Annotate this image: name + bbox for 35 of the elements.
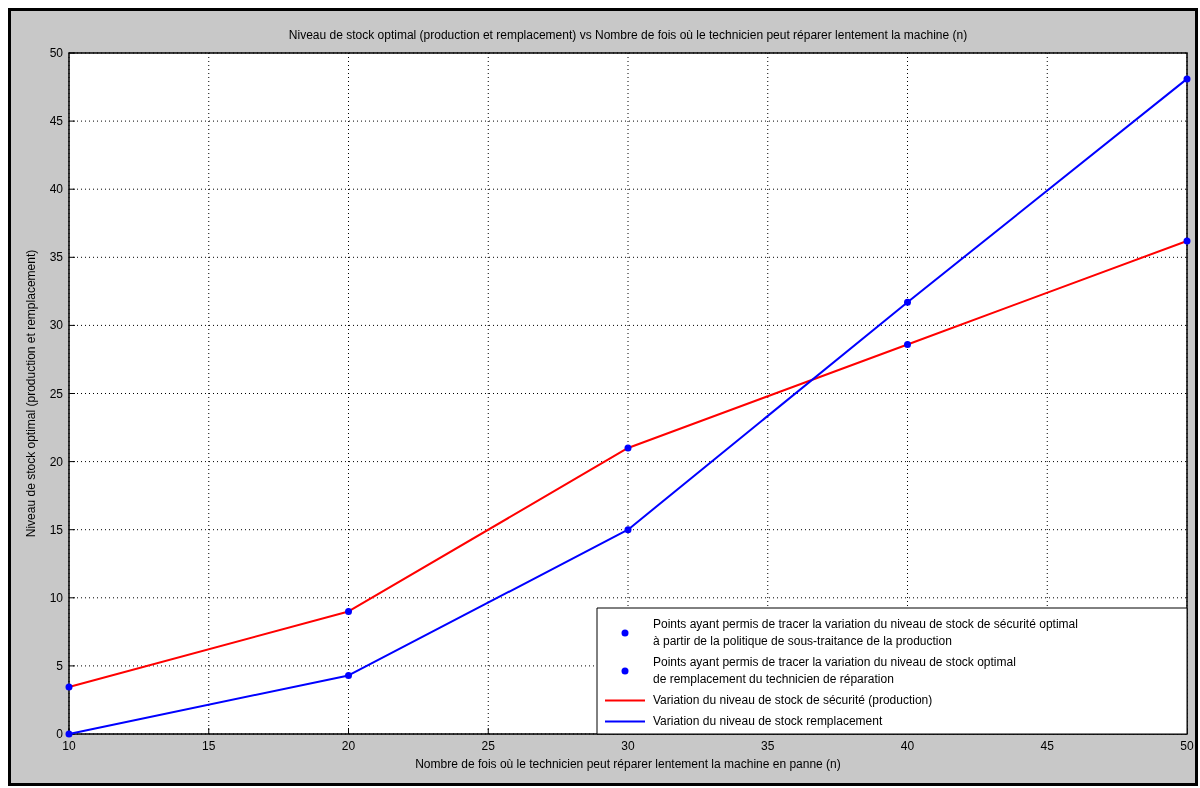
x-tick-label: 30 <box>621 739 635 753</box>
point <box>904 298 911 306</box>
y-tick-label: 35 <box>49 250 64 265</box>
y-tick-label: 40 <box>49 182 64 197</box>
legend-label: Points ayant permis de tracer la variation du niveau de stock optimal de remplacement du technicien de réparation <box>653 655 1016 686</box>
x-tick-label: 50 <box>1180 739 1194 753</box>
x-tick-label: 35 <box>761 739 775 753</box>
y-tick-label: 45 <box>49 114 64 129</box>
y-tick-label: 50 <box>49 46 64 60</box>
y-axis-title: Niveau de stock optimal (production et remplacement) <box>24 249 38 538</box>
y-tick-label: 20 <box>49 454 64 469</box>
chart-title: Niveau de stock optimal (production et remplacement) vs Nombre de fois où le technicien peut réparer lentement la machine (n) <box>288 28 968 42</box>
point <box>65 683 73 691</box>
y-tick-label: 5 <box>56 658 64 673</box>
y-tick-label: 25 <box>49 386 64 401</box>
x-tick-label: 25 <box>481 739 496 753</box>
x-tick-label: 40 <box>900 739 915 753</box>
y-tick-label: 10 <box>49 590 64 605</box>
x-tick-label: 20 <box>341 739 356 753</box>
point <box>345 607 352 615</box>
point <box>1183 75 1191 83</box>
y-tick-label: 0 <box>56 727 64 741</box>
legend-label: Variation du niveau de stock remplacement <box>653 714 883 728</box>
point <box>904 340 911 348</box>
x-axis-title: Nombre de fois où le technicien peut réparer lentement la machine en panne (n) <box>415 757 841 771</box>
x-tick-label: 45 <box>1040 739 1055 753</box>
point <box>345 671 352 679</box>
x-tick-label: 15 <box>202 739 216 753</box>
point <box>1183 237 1191 245</box>
point <box>624 526 632 534</box>
point <box>624 444 632 452</box>
legend-label: Variation du niveau de stock de sécurité (production) <box>653 693 933 707</box>
legend-label: Points ayant permis de tracer la variation du niveau de stock de sécurité optimal à partir de la politique de sous-traitance de la production <box>653 617 1078 648</box>
y-tick-label: 30 <box>49 318 64 333</box>
y-tick-label: 15 <box>49 522 64 537</box>
